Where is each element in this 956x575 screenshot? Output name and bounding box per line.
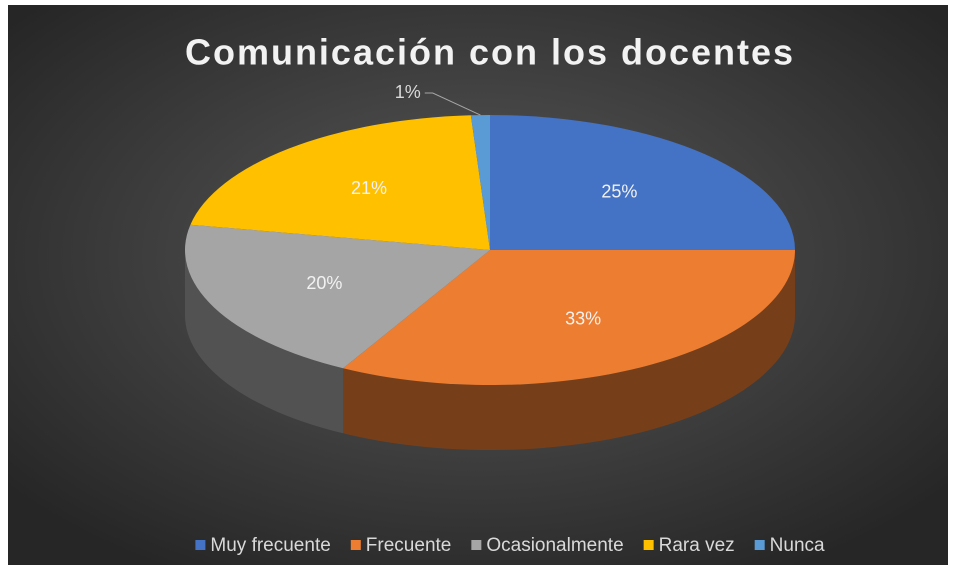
slice [185,224,491,369]
legend-label: Nunca [770,535,825,556]
slice [490,115,795,250]
legend-label: Frecuente [366,535,452,556]
chart-title: Comunicación con los docentes [185,32,795,73]
slice-side [185,250,344,434]
legend-item: Ocasionalmente [471,535,624,556]
data-label: 33% [565,308,601,328]
legend-label: Ocasionalmente [486,535,623,556]
data-label: 20% [306,273,342,293]
data-label: 1% [395,82,421,102]
legend-swatch [754,540,765,550]
data-label: 21% [351,178,387,198]
pie: 25% 33% 20% 21% 1% [185,82,795,450]
legend-item: Nunca [754,535,825,556]
slice [343,250,795,385]
legend: Muy frecuente Frecuente Ocasionalmente Rara… [195,535,825,556]
slice [190,115,490,250]
slice-side [343,250,795,450]
legend-swatch [350,540,361,550]
legend-item: Muy frecuente [195,535,331,556]
legend-item: Frecuente [350,535,452,556]
legend-swatch [643,540,654,550]
leader-line [424,92,481,116]
legend-label: Rara vez [659,535,735,556]
legend-swatch [195,540,206,550]
legend-item: Rara vez [643,535,735,556]
data-label: 25% [601,181,637,201]
legend-label: Muy frecuente [210,535,330,556]
slice [470,115,490,250]
legend-swatch [471,540,482,550]
